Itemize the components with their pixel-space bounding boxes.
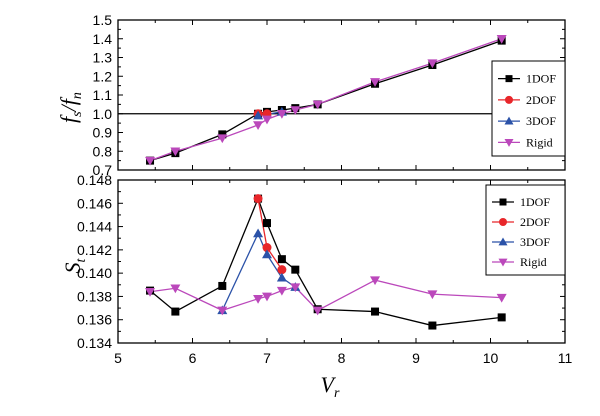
y-axis-title-main: S — [60, 263, 85, 274]
y-tick-label: 0.146 — [77, 195, 112, 211]
data-point-2dof — [277, 265, 287, 275]
legend-marker-3dof — [504, 116, 514, 125]
data-point-rigid — [253, 295, 264, 304]
legend: 1DOF 2DOF 3DOF Rigid — [485, 184, 566, 276]
y-tick-label: 0.8 — [93, 143, 113, 159]
y-tick-label: 0.144 — [77, 219, 112, 235]
legend-box — [491, 60, 566, 157]
data-point-rigid — [276, 110, 287, 119]
y-axis-title-sub: s — [70, 111, 85, 117]
data-point-rigid — [262, 292, 272, 302]
y-tick-label: 1.1 — [93, 87, 113, 103]
data-point-rigid — [370, 276, 381, 286]
y-axis-title-sep: / — [56, 103, 81, 113]
y-axis-title-sub2: n — [70, 92, 85, 99]
data-point-rigid — [145, 288, 156, 297]
legend-label-1dof: 1DOF — [520, 195, 550, 209]
legend-marker-3dof — [498, 237, 508, 246]
data-point-rigid — [496, 293, 507, 303]
data-point-1dof — [218, 281, 227, 290]
legend-label-2dof: 2DOF — [520, 215, 550, 229]
data-point-rigid — [145, 156, 156, 166]
x-axis-title: Vr — [321, 372, 340, 401]
legend-label-3dof: 3DOF — [526, 114, 556, 128]
data-point-2dof — [253, 194, 263, 204]
y-tick-label: 1.4 — [93, 31, 113, 47]
y-tick-label: 1.0 — [93, 106, 113, 122]
data-point-1dof — [291, 265, 300, 274]
data-point-rigid — [170, 147, 181, 157]
y-axis-title-sub: t — [74, 258, 89, 263]
legend-box — [485, 184, 566, 276]
x-tick-label: 6 — [189, 350, 197, 366]
data-point-rigid — [290, 283, 301, 293]
legend-label-rigid: Rigid — [526, 135, 553, 149]
data-point-rigid — [253, 121, 264, 130]
data-point-rigid — [496, 35, 507, 44]
top-panel: 0.70.80.91.01.11.21.31.41.5fs/fn1DOF2DOF… — [56, 12, 566, 178]
y-tick-label: 0.136 — [77, 312, 112, 328]
x-tick-label: 10 — [483, 350, 499, 366]
data-point-rigid — [370, 78, 381, 87]
y-tick-label: 1.3 — [93, 50, 113, 66]
data-point-rigid — [276, 286, 287, 296]
data-point-rigid — [312, 306, 323, 316]
legend-marker-2dof — [499, 218, 507, 226]
y-tick-label: 0.7 — [93, 162, 113, 178]
legend-label-1dof: 1DOF — [526, 72, 556, 86]
x-tick-label: 9 — [412, 350, 420, 366]
y-axis-title: St — [60, 258, 89, 274]
series-line-rigid — [149, 279, 502, 312]
y-tick-label: 0.138 — [77, 288, 112, 304]
y-tick-label: 1.2 — [93, 68, 113, 84]
legend-label-3dof: 3DOF — [520, 235, 550, 249]
legend-marker-1dof — [499, 198, 507, 206]
data-point-1dof — [277, 255, 286, 264]
y-tick-label: 1.5 — [93, 12, 113, 28]
legend-marker-2dof — [505, 95, 513, 104]
x-axis-title-main: V — [321, 372, 337, 397]
y-axis-title: fs/fn — [56, 92, 85, 123]
legend-marker-rigid — [504, 139, 514, 147]
data-point-rigid — [217, 306, 228, 316]
y-axis-title-main2: f — [56, 96, 81, 105]
data-point-rigid — [262, 115, 272, 125]
x-axis-title-sub: r — [334, 386, 340, 401]
data-point-3dof — [253, 228, 264, 238]
data-point-3dof — [262, 249, 272, 259]
data-point-rigid — [427, 290, 438, 300]
y-tick-label: 0.9 — [93, 125, 113, 141]
bottom-panel: 0.134 0.136 0.138 0.140 0.142 0.144 0.146 0.148… — [60, 172, 572, 401]
data-point-rigid — [170, 284, 181, 294]
y-axis-title-main: f — [56, 114, 81, 123]
x-tick-label: 5 — [114, 350, 122, 366]
legend-marker-rigid — [498, 258, 508, 267]
data-point-1dof — [371, 307, 380, 316]
y-tick-label: 0.140 — [77, 265, 112, 281]
x-tick-label: 11 — [558, 350, 573, 366]
data-point-3dof — [253, 110, 264, 120]
data-point-rigid — [290, 106, 301, 115]
data-point-rigid — [427, 59, 438, 69]
data-point-1dof — [497, 313, 506, 322]
y-tick-label: 0.142 — [77, 242, 112, 258]
y-tick-label: 0.148 — [77, 172, 112, 188]
legend-marker-1dof — [505, 75, 513, 83]
data-point-rigid — [217, 134, 228, 144]
x-tick-label: 7 — [263, 350, 271, 366]
data-point-1dof — [428, 321, 437, 330]
data-point-3dof — [276, 272, 287, 282]
x-tick-label: 8 — [338, 350, 346, 366]
legend-label-rigid: Rigid — [520, 255, 547, 269]
data-point-2dof — [262, 243, 272, 253]
legend-label-2dof: 2DOF — [526, 93, 556, 107]
data-point-1dof — [171, 307, 180, 316]
data-point-1dof — [263, 219, 271, 228]
y-tick-label: 0.134 — [77, 335, 112, 351]
data-point-rigid — [312, 100, 323, 110]
legend: 1DOF 2DOF 3DOF Rigid — [491, 60, 566, 157]
